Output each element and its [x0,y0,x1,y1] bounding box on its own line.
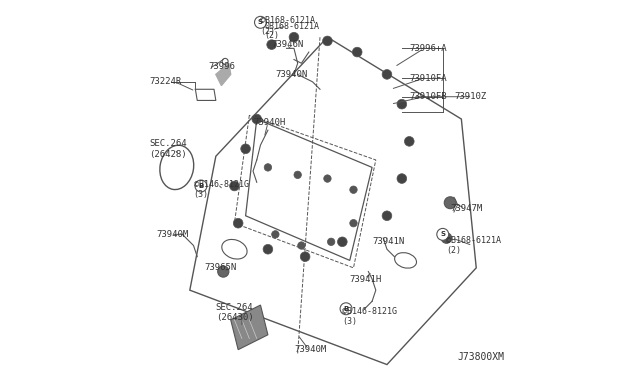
Circle shape [397,174,406,183]
Circle shape [349,186,357,193]
Circle shape [218,266,229,277]
Circle shape [328,238,335,246]
Circle shape [230,181,239,191]
Text: 73947M: 73947M [450,204,483,213]
Text: ©B146-8121G
(3): ©B146-8121G (3) [193,180,248,199]
Circle shape [323,36,332,46]
Text: SEC.264
(26428): SEC.264 (26428) [149,139,186,158]
Text: (2): (2) [264,31,279,40]
Circle shape [298,242,305,249]
Circle shape [382,70,392,79]
Circle shape [264,164,271,171]
Circle shape [397,99,406,109]
Text: B: B [198,183,204,189]
Text: 73940M: 73940M [294,345,326,354]
Text: 73910FB: 73910FB [410,92,447,101]
Circle shape [267,40,276,49]
Circle shape [263,244,273,254]
Text: 73946N: 73946N [271,40,304,49]
Text: 73224R: 73224R [149,77,181,86]
Text: 73940H: 73940H [253,118,285,127]
Circle shape [337,237,347,247]
Text: 73996+A: 73996+A [410,44,447,53]
Text: S: S [258,19,263,25]
Circle shape [300,252,310,262]
Text: 73996: 73996 [209,62,236,71]
Circle shape [349,219,357,227]
Text: 73941N: 73941N [372,237,404,246]
Circle shape [441,233,452,243]
Polygon shape [216,63,231,86]
Text: J73800XM: J73800XM [458,352,504,362]
Text: 73910Z: 73910Z [454,92,486,101]
Circle shape [255,16,266,28]
Text: 73940M: 73940M [156,230,189,239]
Circle shape [382,211,392,221]
Polygon shape [231,305,268,350]
Circle shape [252,114,262,124]
Text: 73965N: 73965N [205,263,237,272]
Text: ©B168-6121A
(2): ©B168-6121A (2) [260,16,316,36]
Text: 0B168-6121A: 0B168-6121A [264,22,319,31]
Circle shape [234,218,243,228]
Circle shape [195,180,207,192]
Circle shape [444,197,456,209]
Circle shape [404,137,414,146]
Text: ©B168-6121A
(2): ©B168-6121A (2) [447,236,502,255]
Circle shape [353,47,362,57]
Text: 73910FA: 73910FA [410,74,447,83]
Circle shape [340,303,352,315]
Circle shape [437,228,449,240]
Circle shape [294,171,301,179]
Text: SEC.264
(26430): SEC.264 (26430) [216,303,253,322]
Circle shape [289,32,299,42]
Circle shape [241,144,250,154]
Text: 73940N: 73940N [275,70,308,79]
Text: B: B [344,306,349,312]
Text: ©B146-8121G
(3): ©B146-8121G (3) [342,307,397,326]
Text: S: S [440,231,445,237]
Circle shape [271,231,279,238]
Circle shape [324,175,331,182]
Text: 73941H: 73941H [349,275,382,283]
